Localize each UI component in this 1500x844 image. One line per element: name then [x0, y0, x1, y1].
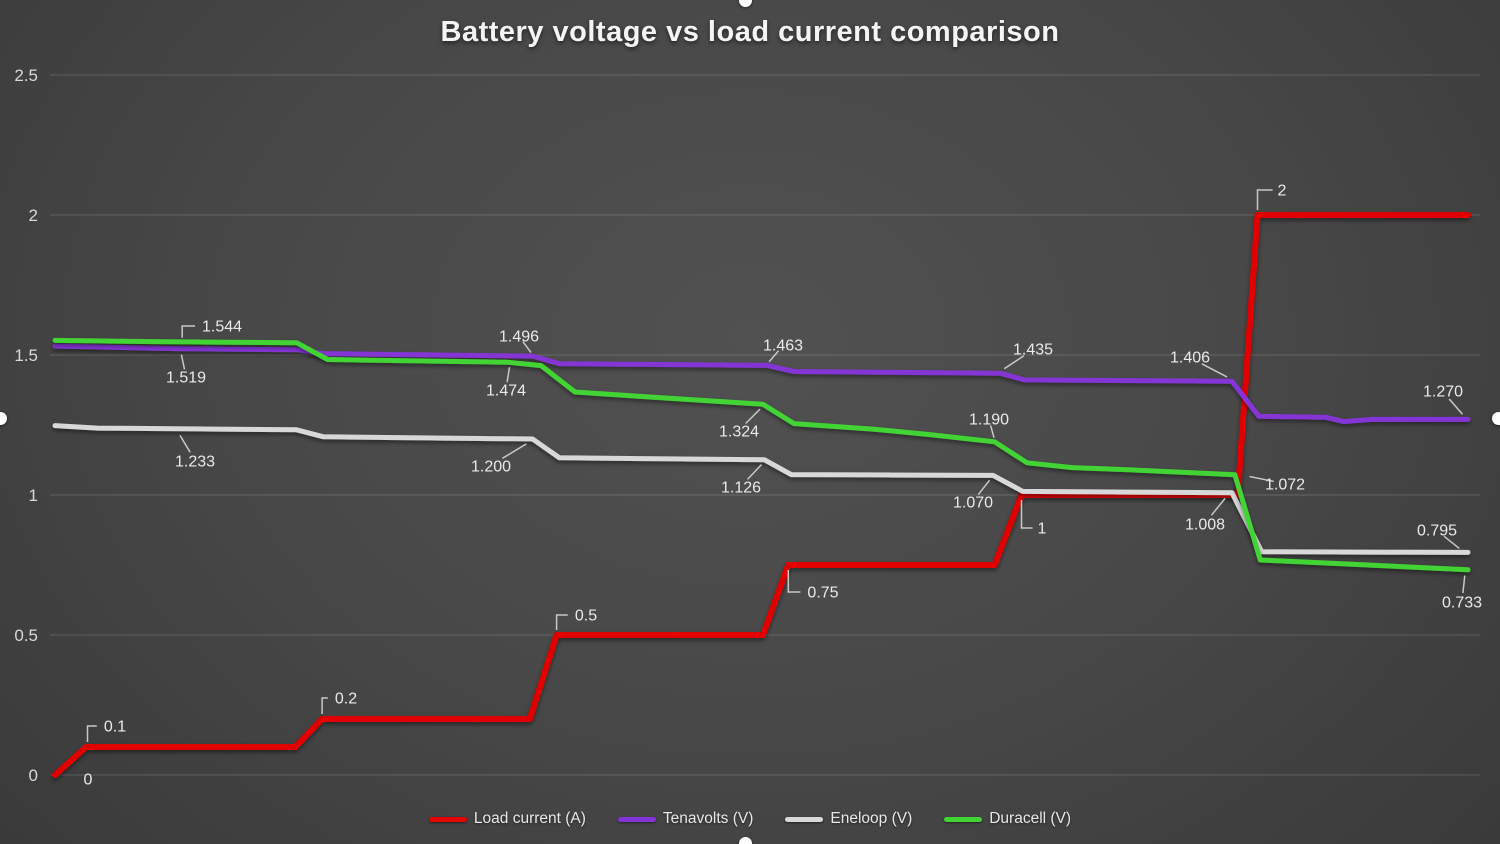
legend-item-load-current-a[interactable]: Load current (A) — [428, 810, 586, 828]
series-line-load-current-a[interactable] — [52, 212, 1471, 778]
data-label-leader — [745, 408, 761, 425]
selection-handle-right[interactable] — [1492, 412, 1500, 425]
data-label-load-current-a-0-2: 0.2 — [335, 691, 357, 708]
gridlines — [50, 74, 1480, 776]
y-axis-tick-label: 1.5 — [14, 346, 38, 365]
data-label-duracell-v-1-072: 1.072 — [1265, 477, 1305, 494]
data-label-leader — [1256, 189, 1273, 210]
selection-handle-left[interactable] — [0, 412, 7, 425]
data-label-leader — [506, 367, 511, 383]
data-label-tenavolts-v-1-270: 1.270 — [1423, 384, 1463, 401]
data-label-duracell-v-1-474: 1.474 — [486, 383, 526, 400]
data-label-leader — [1020, 500, 1033, 529]
data-label-leaders — [86, 189, 1466, 742]
legend-label-duracell-v: Duracell (V) — [989, 810, 1072, 827]
data-label-eneloop-v-1-070: 1.070 — [953, 495, 993, 512]
data-label-leader — [321, 697, 328, 714]
data-label-tenavolts-v-1-435: 1.435 — [1013, 342, 1053, 359]
legend-swatch-eneloop-v — [785, 816, 824, 822]
data-label-duracell-v-1-324: 1.324 — [719, 424, 759, 441]
data-label-leader — [86, 725, 97, 742]
data-label-load-current-a-1: 1 — [1038, 521, 1047, 538]
data-label-duracell-v-1-190: 1.190 — [969, 412, 1009, 429]
data-labels: 0 0.1 0.2 0.5 0.75 1 2 1.519 1.496 1.463 1.435 1.40… — [84, 183, 1483, 789]
data-label-eneloop-v-1-126: 1.126 — [721, 480, 761, 497]
y-axis-tick-label: 1 — [29, 486, 38, 505]
data-label-leader — [555, 614, 568, 630]
series-line-duracell-v[interactable] — [52, 337, 1471, 573]
data-label-load-current-a-2: 2 — [1278, 183, 1287, 200]
data-label-duracell-v-1-544: 1.544 — [202, 319, 242, 336]
data-label-load-current-a-0-75: 0.75 — [807, 585, 838, 602]
series-line-tenavolts-v[interactable] — [52, 343, 1471, 425]
data-label-leader — [179, 435, 191, 453]
data-label-eneloop-v-0-795: 0.795 — [1417, 523, 1457, 540]
data-label-tenavolts-v-1-463: 1.463 — [763, 338, 803, 355]
data-label-leader — [989, 425, 995, 438]
y-axis-tick-label: 0 — [29, 766, 38, 785]
data-label-leader — [1201, 363, 1228, 378]
legend-label-tenavolts-v: Tenavolts (V) — [662, 810, 754, 827]
data-label-leader — [522, 341, 532, 353]
series-line-eneloop-v[interactable] — [52, 423, 1471, 555]
legend-swatch-tenavolts-v — [617, 816, 656, 822]
data-label-load-current-a-0: 0 — [84, 772, 93, 789]
legend-item-eneloop-v[interactable]: Eneloop (V) — [785, 810, 912, 828]
legend-label-eneloop-v: Eneloop (V) — [830, 810, 913, 827]
data-label-tenavolts-v-1-406: 1.406 — [1170, 350, 1210, 367]
selection-handle-bottom[interactable] — [739, 837, 752, 844]
data-label-eneloop-v-1-008: 1.008 — [1185, 517, 1225, 534]
chart-legend: Load current (A) Tenavolts (V) Eneloop (V)… — [0, 810, 1500, 828]
data-label-leader — [1462, 575, 1466, 594]
data-label-tenavolts-v-1-519: 1.519 — [166, 370, 206, 387]
data-label-leader — [1003, 355, 1025, 370]
y-axis-tick-label: 2.5 — [14, 66, 38, 85]
data-label-leader — [501, 443, 527, 460]
chart-title[interactable]: Battery voltage vs load current comparis… — [440, 16, 1060, 48]
data-label-leader — [1448, 398, 1464, 415]
y-axis: 0 0.5 1 1.5 2 2.5 — [14, 66, 38, 785]
data-label-leader — [1249, 475, 1274, 483]
data-label-leader — [181, 325, 195, 338]
data-label-leader — [180, 354, 186, 370]
selection-handle-top[interactable] — [739, 0, 752, 7]
legend-label-load-current-a: Load current (A) — [473, 810, 586, 827]
data-label-eneloop-v-1-233: 1.233 — [175, 454, 215, 471]
legend-swatch-load-current-a — [428, 816, 467, 822]
data-label-tenavolts-v-1-496: 1.496 — [499, 329, 539, 346]
data-label-load-current-a-0-1: 0.1 — [104, 719, 126, 736]
data-label-load-current-a-0-5: 0.5 — [575, 608, 597, 625]
data-label-leader — [1443, 535, 1460, 549]
data-label-leader — [768, 350, 780, 363]
y-axis-tick-label: 2 — [29, 206, 38, 225]
legend-swatch-duracell-v — [944, 816, 983, 822]
legend-item-tenavolts-v[interactable]: Tenavolts (V) — [617, 810, 754, 828]
data-label-eneloop-v-1-200: 1.200 — [471, 459, 511, 476]
data-label-leader — [1210, 497, 1226, 516]
data-label-leader — [746, 464, 763, 480]
data-label-duracell-v-0-733: 0.733 — [1442, 595, 1482, 612]
legend-item-duracell-v[interactable]: Duracell (V) — [944, 810, 1071, 828]
y-axis-tick-label: 0.5 — [14, 626, 38, 645]
data-label-leader — [977, 479, 991, 496]
data-label-leader — [787, 570, 801, 593]
